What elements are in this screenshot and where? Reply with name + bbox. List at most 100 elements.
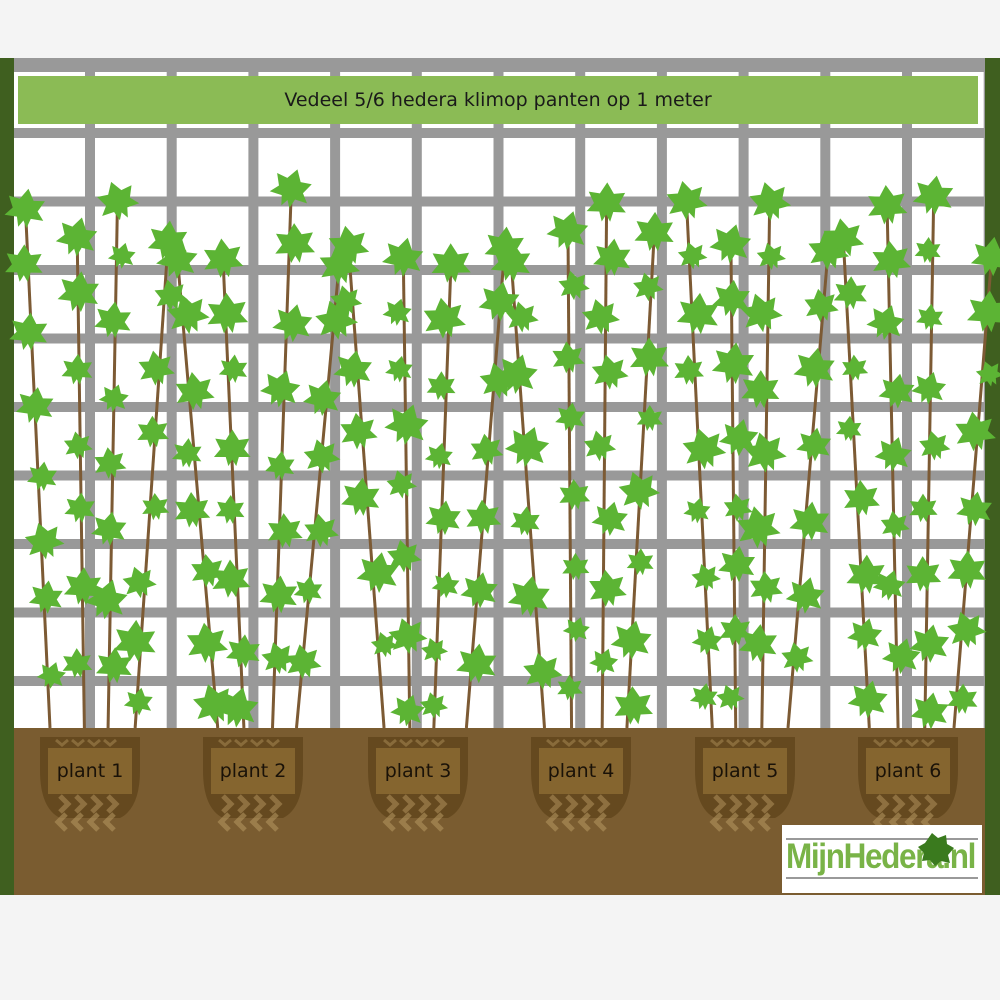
ivy-leaf — [426, 371, 456, 401]
pot-rim-chevron — [594, 738, 608, 747]
ivy-leaf — [107, 242, 136, 269]
root-chevron — [217, 812, 231, 832]
ivy-leaf — [844, 479, 880, 516]
pot-chevron — [908, 794, 922, 814]
ivy-leaf — [97, 181, 140, 221]
root-chevron — [249, 812, 263, 832]
ivy-leaf — [947, 611, 987, 648]
ivy-leaf — [174, 491, 211, 528]
ivy-leaf — [716, 684, 745, 711]
ivy-leaf — [970, 236, 1000, 277]
ivy-leaf — [470, 433, 504, 466]
pot-chevron — [253, 794, 267, 814]
vine-stem — [464, 245, 507, 729]
ivy-leaf — [460, 572, 498, 609]
ivy-leaf — [633, 272, 664, 302]
root-chevron — [709, 812, 723, 832]
vine-stem — [952, 256, 994, 729]
ivy-leaf — [674, 354, 705, 385]
ivy-leaf — [562, 617, 590, 642]
ivy-leaf — [390, 694, 425, 727]
ivy-leaf — [709, 224, 752, 264]
ivy-leaf — [113, 619, 156, 663]
ivy-leaf — [916, 303, 943, 331]
ivy-leaf — [736, 506, 781, 549]
trellis-vertical-bar — [248, 58, 259, 730]
ivy-leaf — [420, 638, 449, 663]
pot-rim-chevron — [742, 738, 756, 747]
pot-label-panel — [539, 748, 623, 794]
ivy-leaf — [558, 270, 590, 301]
pot-rim-chevron — [234, 738, 248, 747]
trellis-horizontal-bar — [14, 196, 986, 207]
ivy-leaf — [387, 539, 422, 573]
ivy-leaf — [423, 297, 466, 339]
ivy-leaf — [743, 432, 787, 473]
trellis-horizontal-bar — [14, 128, 986, 138]
ivy-leaf — [689, 683, 718, 711]
root-chevron — [561, 812, 575, 832]
ivy-leaf — [62, 648, 93, 678]
ivy-leaf — [215, 687, 259, 728]
ivy-leaf — [63, 567, 102, 605]
right-post — [985, 58, 1000, 895]
ivy-leaf — [285, 644, 322, 680]
vine-stem — [75, 236, 86, 729]
vine-stem — [600, 201, 609, 729]
ivy-leaf — [677, 241, 708, 270]
vine-stem — [566, 230, 574, 729]
pot-rim-chevron — [218, 738, 232, 747]
pot-chevron — [745, 794, 759, 814]
ivy-leaf — [919, 430, 951, 461]
ivy-leaf — [610, 620, 652, 660]
pot-chevron — [386, 794, 400, 814]
ivy-leaf — [909, 493, 938, 523]
pot-chevron — [713, 794, 727, 814]
trellis-horizontal-bar — [14, 607, 986, 618]
root-chevron — [382, 812, 396, 832]
ivy-leaf — [226, 634, 260, 669]
ivy-leaf — [28, 580, 63, 614]
ivy-leaf — [154, 279, 188, 312]
root-chevron — [86, 812, 100, 832]
ivy-leaf — [823, 218, 865, 258]
plant-label: plant 1 — [56, 760, 124, 782]
trellis-vertical-bar — [575, 58, 586, 730]
ivy-leaf — [683, 497, 711, 524]
pot-rim-chevron — [758, 738, 772, 747]
ivy-leaf — [207, 292, 249, 334]
ivy-leaf — [504, 426, 550, 468]
pot-rim-chevron — [87, 738, 101, 747]
ivy-leaf — [749, 182, 792, 222]
ivy-leaf — [370, 632, 399, 658]
ivy-leaf — [691, 564, 721, 591]
ivy-leaf — [424, 442, 453, 470]
mijnhedera-logo: MijnHedera.nl — [782, 825, 982, 893]
ivy-leaf — [213, 429, 251, 467]
ivy-leaf — [789, 501, 830, 541]
ivy-leaf — [546, 211, 589, 251]
ivy-leaf — [591, 501, 628, 537]
ivy-leaf — [947, 683, 978, 714]
ivy-leaf — [781, 642, 814, 673]
ivy-leaf — [804, 288, 839, 322]
ivy-leaf — [260, 370, 301, 408]
pot-label-panel — [376, 748, 460, 794]
ivy-leaf — [740, 293, 783, 333]
ivy-leaf — [682, 428, 727, 470]
root-chevron — [593, 812, 607, 832]
pot-rim-chevron — [431, 738, 445, 747]
ivy-leaf — [711, 342, 755, 385]
ivy-leaf — [614, 686, 653, 725]
ivy-leaf — [9, 312, 48, 351]
left-post — [0, 58, 14, 895]
ivy-leaf — [691, 626, 723, 655]
ivy-leaf — [341, 477, 380, 516]
ivy-leaf — [719, 613, 752, 646]
ivy-leaf — [385, 355, 413, 383]
ivy-leaf — [386, 470, 418, 499]
ivy-leaf — [723, 493, 753, 522]
ivy-leaf — [388, 618, 428, 655]
ivy-leaf — [382, 298, 412, 326]
